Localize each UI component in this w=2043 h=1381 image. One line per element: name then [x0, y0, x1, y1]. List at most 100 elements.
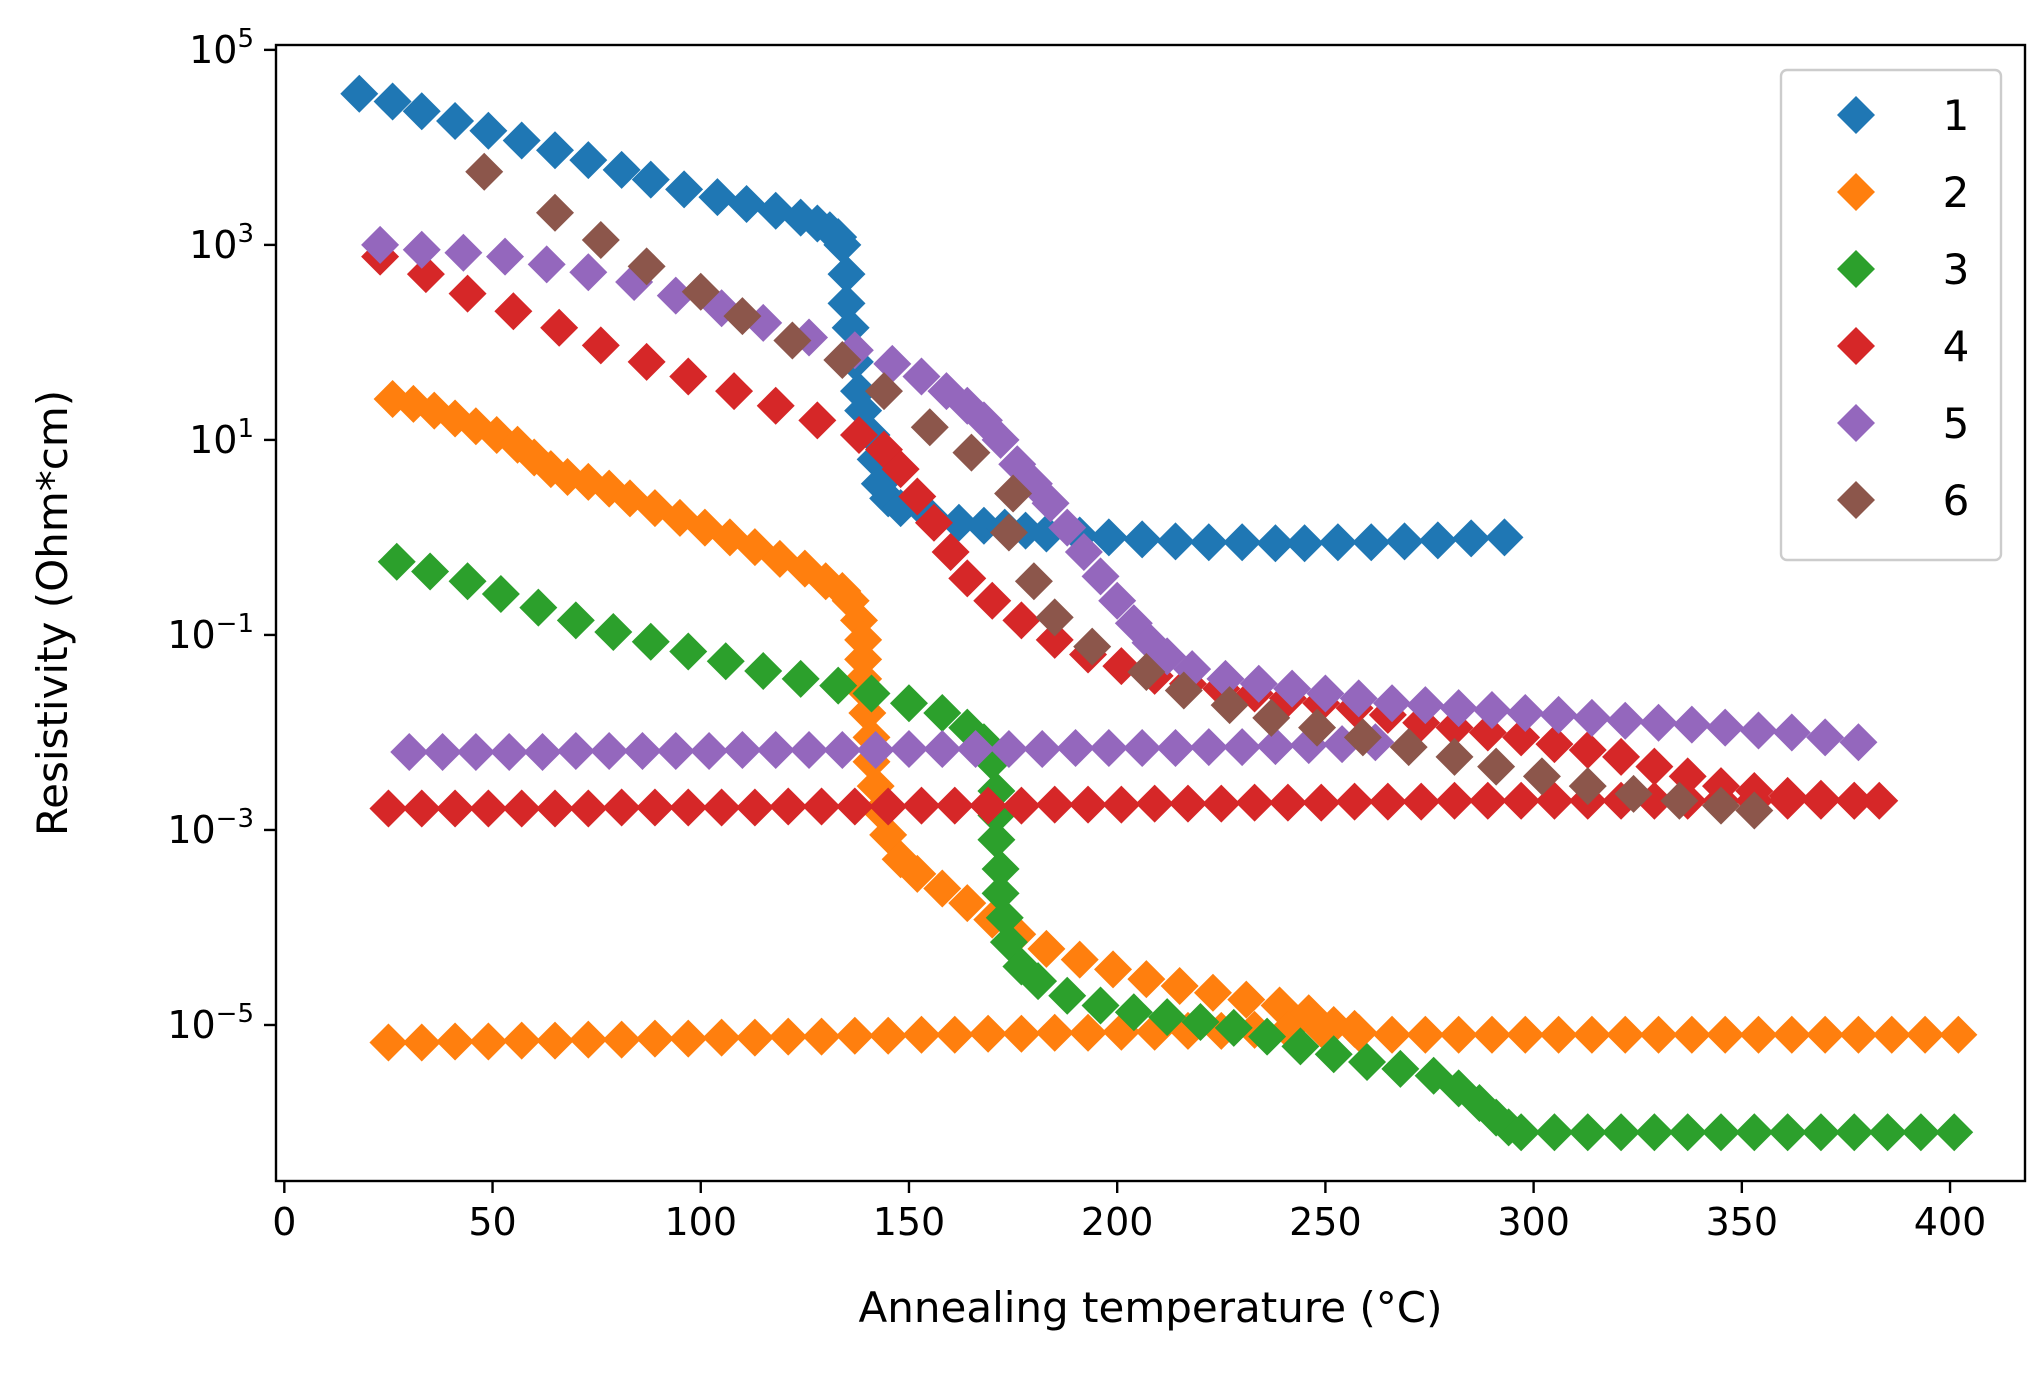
- data-point-series-2: [1639, 1015, 1678, 1054]
- data-point-series-2: [1839, 1015, 1878, 1054]
- data-point-series-3: [1801, 1113, 1840, 1152]
- data-point-series-5: [1123, 729, 1162, 768]
- data-point-series-6: [1735, 791, 1774, 830]
- data-point-series-2: [1094, 950, 1133, 989]
- data-point-series-5: [1606, 701, 1645, 740]
- data-point-series-3: [1181, 1003, 1220, 1042]
- data-point-series-2: [1739, 1015, 1778, 1054]
- legend-marker-2: [1837, 173, 1875, 211]
- data-point-series-3: [889, 684, 928, 723]
- data-point-series-5: [456, 732, 495, 771]
- data-point-series-3: [1702, 1113, 1741, 1152]
- data-point-series-3: [1019, 962, 1058, 1001]
- data-point-series-5: [1406, 686, 1445, 725]
- data-point-series-2: [1806, 1015, 1845, 1054]
- data-point-series-5: [1839, 723, 1878, 762]
- data-point-series-4: [1768, 781, 1807, 820]
- data-point-series-4: [1102, 785, 1141, 824]
- data-point-series-3: [1901, 1113, 1940, 1152]
- legend-label-4: 4: [1943, 322, 1970, 371]
- data-point-series-4: [1268, 783, 1307, 822]
- data-point-series-4: [973, 581, 1012, 620]
- data-point-series-2: [1373, 1015, 1412, 1054]
- data-point-series-1: [502, 121, 541, 160]
- series-6: [465, 152, 1774, 830]
- data-point-series-4: [1535, 725, 1574, 764]
- data-point-series-2: [1027, 929, 1066, 968]
- data-point-series-5: [1672, 705, 1711, 744]
- data-point-series-1: [1318, 523, 1357, 562]
- data-point-series-1: [939, 503, 978, 542]
- data-point-series-3: [1381, 1049, 1420, 1088]
- data-point-series-5: [756, 731, 795, 770]
- data-point-series-1: [536, 131, 575, 170]
- data-point-series-5: [1031, 484, 1070, 523]
- data-point-series-2: [948, 884, 987, 923]
- data-point-series-2: [569, 1020, 608, 1059]
- data-point-series-1: [631, 160, 670, 199]
- data-point-series-1: [602, 150, 641, 189]
- data-point-series-6: [1343, 718, 1382, 757]
- data-point-series-4: [1035, 785, 1074, 824]
- data-point-series-2: [1939, 1015, 1978, 1054]
- data-point-series-5: [1048, 508, 1087, 547]
- data-point-series-5: [390, 732, 429, 771]
- data-point-series-3: [781, 659, 820, 698]
- data-point-series-4: [948, 559, 987, 598]
- data-point-series-4: [369, 789, 408, 828]
- data-point-series-3: [977, 820, 1016, 859]
- data-point-series-3: [448, 562, 487, 601]
- data-point-series-6: [536, 193, 575, 232]
- data-point-series-5: [902, 357, 941, 396]
- data-point-series-2: [1406, 1015, 1445, 1054]
- data-point-series-6: [864, 372, 903, 411]
- data-point-series-4: [902, 786, 941, 825]
- data-point-series-3: [1868, 1113, 1907, 1152]
- data-point-series-3: [1935, 1113, 1974, 1152]
- data-point-series-3: [1635, 1113, 1674, 1152]
- data-point-series-4: [914, 503, 953, 542]
- data-point-series-4: [1302, 783, 1341, 822]
- data-point-series-4: [1102, 647, 1141, 686]
- data-point-series-5: [590, 731, 629, 770]
- data-point-series-5: [1223, 728, 1262, 767]
- data-point-series-6: [1073, 627, 1112, 666]
- data-point-series-3: [1668, 1113, 1707, 1152]
- series-3: [377, 542, 1974, 1152]
- data-point-series-4: [1502, 718, 1541, 757]
- data-point-series-5: [1439, 689, 1478, 728]
- data-point-series-4: [715, 372, 754, 411]
- data-point-series-5: [1156, 729, 1195, 768]
- data-point-series-2: [1069, 1013, 1108, 1052]
- legend-marker-6: [1837, 481, 1875, 519]
- y-tick-label: 10−1: [167, 609, 254, 657]
- plot-frame: [274, 43, 2027, 1183]
- data-point-series-6: [1522, 757, 1561, 796]
- series-2: [369, 379, 1978, 1062]
- data-point-series-4: [1235, 783, 1274, 822]
- data-point-series-4: [798, 401, 837, 440]
- data-point-series-4: [1168, 784, 1207, 823]
- data-point-series-2: [402, 1023, 441, 1062]
- y-tick-label: 10−5: [167, 999, 254, 1047]
- data-point-series-5: [1706, 708, 1745, 747]
- data-point-series-2: [1002, 1014, 1041, 1053]
- data-point-series-1: [1123, 520, 1162, 559]
- legend-marker-3: [1837, 250, 1875, 288]
- data-point-series-6: [1298, 708, 1337, 747]
- data-point-series-2: [1572, 1015, 1611, 1054]
- data-point-series-4: [569, 789, 608, 828]
- data-point-series-1: [569, 141, 608, 180]
- data-point-series-2: [844, 640, 883, 679]
- data-point-series-4: [1335, 782, 1374, 821]
- data-point-series-2: [869, 1016, 908, 1055]
- legend-label-2: 2: [1943, 168, 1970, 217]
- x-tick-label: 100: [664, 1200, 737, 1244]
- data-point-series-2: [1706, 1015, 1745, 1054]
- data-point-series-3: [1568, 1113, 1607, 1152]
- x-axis: 0 50 100 150 200 250 300 350 400: [272, 1181, 1986, 1244]
- data-point-series-6: [1210, 686, 1249, 725]
- data-point-series-5: [1189, 728, 1228, 767]
- data-point-series-3: [1535, 1113, 1574, 1152]
